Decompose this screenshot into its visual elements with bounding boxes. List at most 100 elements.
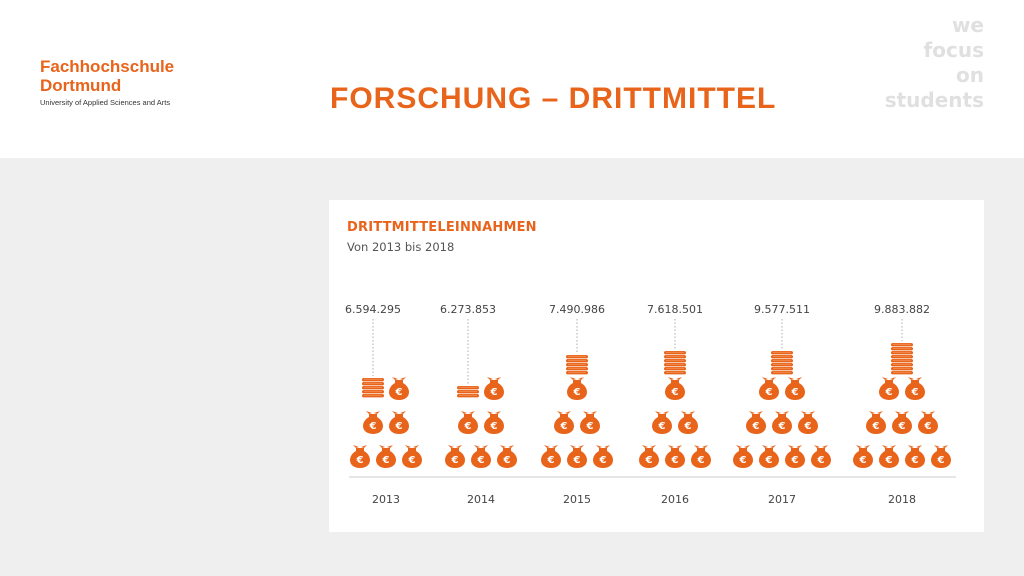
data-label: 6.273.853 bbox=[440, 303, 496, 316]
svg-text:€: € bbox=[671, 387, 679, 398]
svg-text:€: € bbox=[573, 455, 581, 466]
svg-text:€: € bbox=[382, 455, 390, 466]
euro-money-bag-icon: € bbox=[759, 445, 779, 468]
svg-text:€: € bbox=[599, 455, 607, 466]
svg-text:€: € bbox=[464, 421, 472, 432]
svg-text:€: € bbox=[885, 455, 893, 466]
svg-text:€: € bbox=[752, 421, 760, 432]
euro-money-bag-icon: € bbox=[471, 445, 491, 468]
euro-money-bag-icon: € bbox=[759, 377, 779, 400]
euro-money-bag-icon: € bbox=[772, 411, 792, 434]
euro-money-bag-icon: € bbox=[567, 377, 587, 400]
euro-money-bag-icon: € bbox=[798, 411, 818, 434]
coin-stack-icon bbox=[891, 343, 913, 375]
svg-text:€: € bbox=[490, 421, 498, 432]
svg-text:€: € bbox=[911, 455, 919, 466]
chart-title: DRITTMITTELEINNAHMEN bbox=[347, 220, 537, 235]
data-label: 6.594.295 bbox=[345, 303, 401, 316]
euro-money-bag-icon: € bbox=[593, 445, 613, 468]
slide-header: Fachhochschule Dortmund University of Ap… bbox=[0, 0, 1024, 158]
slide-title: FORSCHUNG – DRITTMITTEL bbox=[330, 82, 777, 115]
euro-money-bag-icon: € bbox=[363, 411, 383, 434]
coin-stack-icon bbox=[457, 386, 479, 398]
svg-text:€: € bbox=[911, 387, 919, 398]
euro-money-bag-icon: € bbox=[541, 445, 561, 468]
euro-money-bag-icon: € bbox=[785, 445, 805, 468]
x-tick-label: 2015 bbox=[563, 493, 591, 506]
euro-money-bag-icon: € bbox=[678, 411, 698, 434]
euro-money-bag-icon: € bbox=[484, 377, 504, 400]
svg-text:€: € bbox=[791, 387, 799, 398]
svg-text:€: € bbox=[658, 421, 666, 432]
x-tick-label: 2014 bbox=[467, 493, 495, 506]
svg-text:€: € bbox=[547, 455, 555, 466]
logo-subtitle: University of Applied Sciences and Arts bbox=[40, 98, 171, 107]
euro-money-bag-icon: € bbox=[580, 411, 600, 434]
logo-line-1: Fachhochschule bbox=[40, 57, 175, 76]
svg-text:€: € bbox=[765, 455, 773, 466]
euro-money-bag-icon: € bbox=[567, 445, 587, 468]
euro-money-bag-icon: € bbox=[892, 411, 912, 434]
x-tick-label: 2018 bbox=[888, 493, 916, 506]
svg-text:€: € bbox=[671, 455, 679, 466]
svg-text:€: € bbox=[937, 455, 945, 466]
slogan-line-2: focus bbox=[923, 38, 984, 62]
euro-money-bag-icon: € bbox=[785, 377, 805, 400]
svg-text:€: € bbox=[924, 421, 932, 432]
svg-text:€: € bbox=[503, 455, 511, 466]
coin-stack-icon bbox=[362, 378, 384, 398]
svg-text:€: € bbox=[573, 387, 581, 398]
svg-text:€: € bbox=[765, 387, 773, 398]
svg-text:€: € bbox=[817, 455, 825, 466]
svg-text:€: € bbox=[739, 455, 747, 466]
slogan-line-1: we bbox=[951, 13, 984, 37]
euro-money-bag-icon: € bbox=[665, 377, 685, 400]
logo-line-2: Dortmund bbox=[40, 76, 122, 95]
svg-text:€: € bbox=[477, 455, 485, 466]
data-label: 9.577.511 bbox=[754, 303, 810, 316]
euro-money-bag-icon: € bbox=[497, 445, 517, 468]
slogan-line-4: students bbox=[884, 88, 984, 112]
x-tick-label: 2013 bbox=[372, 493, 400, 506]
euro-money-bag-icon: € bbox=[639, 445, 659, 468]
data-label: 9.883.882 bbox=[874, 303, 930, 316]
svg-text:€: € bbox=[872, 421, 880, 432]
euro-money-bag-icon: € bbox=[484, 411, 504, 434]
svg-text:€: € bbox=[804, 421, 812, 432]
euro-money-bag-icon: € bbox=[458, 411, 478, 434]
euro-money-bag-icon: € bbox=[691, 445, 711, 468]
svg-text:€: € bbox=[791, 455, 799, 466]
svg-text:€: € bbox=[356, 455, 364, 466]
svg-text:€: € bbox=[898, 421, 906, 432]
euro-money-bag-icon: € bbox=[665, 445, 685, 468]
euro-money-bag-icon: € bbox=[445, 445, 465, 468]
svg-text:€: € bbox=[697, 455, 705, 466]
svg-text:€: € bbox=[684, 421, 692, 432]
svg-text:€: € bbox=[859, 455, 867, 466]
euro-money-bag-icon: € bbox=[879, 377, 899, 400]
euro-money-bag-icon: € bbox=[402, 445, 422, 468]
svg-text:€: € bbox=[778, 421, 786, 432]
svg-text:€: € bbox=[451, 455, 459, 466]
slogan: we focus on students bbox=[885, 13, 984, 113]
svg-text:€: € bbox=[408, 455, 416, 466]
euro-money-bag-icon: € bbox=[350, 445, 370, 468]
svg-text:€: € bbox=[560, 421, 568, 432]
svg-text:€: € bbox=[885, 387, 893, 398]
x-tick-label: 2017 bbox=[768, 493, 796, 506]
slogan-line-3: on bbox=[956, 63, 984, 87]
euro-money-bag-icon: € bbox=[905, 377, 925, 400]
chart-subtitle: Von 2013 bis 2018 bbox=[347, 240, 455, 254]
euro-money-bag-icon: € bbox=[389, 411, 409, 434]
data-label: 7.490.986 bbox=[549, 303, 605, 316]
euro-money-bag-icon: € bbox=[554, 411, 574, 434]
coin-stack-icon bbox=[664, 351, 686, 375]
svg-text:€: € bbox=[395, 387, 403, 398]
pictogram-chart: € € € € € €6.594.295 2013 € € € € € €6.273.853 2014 € €… bbox=[345, 303, 956, 506]
coin-stack-icon bbox=[771, 351, 793, 375]
euro-money-bag-icon: € bbox=[811, 445, 831, 468]
data-label: 7.618.501 bbox=[647, 303, 703, 316]
svg-text:€: € bbox=[645, 455, 653, 466]
chart-card: DRITTMITTELEINNAHMEN Von 2013 bis 2018 €… bbox=[329, 200, 984, 532]
coin-stack-icon bbox=[566, 355, 588, 375]
